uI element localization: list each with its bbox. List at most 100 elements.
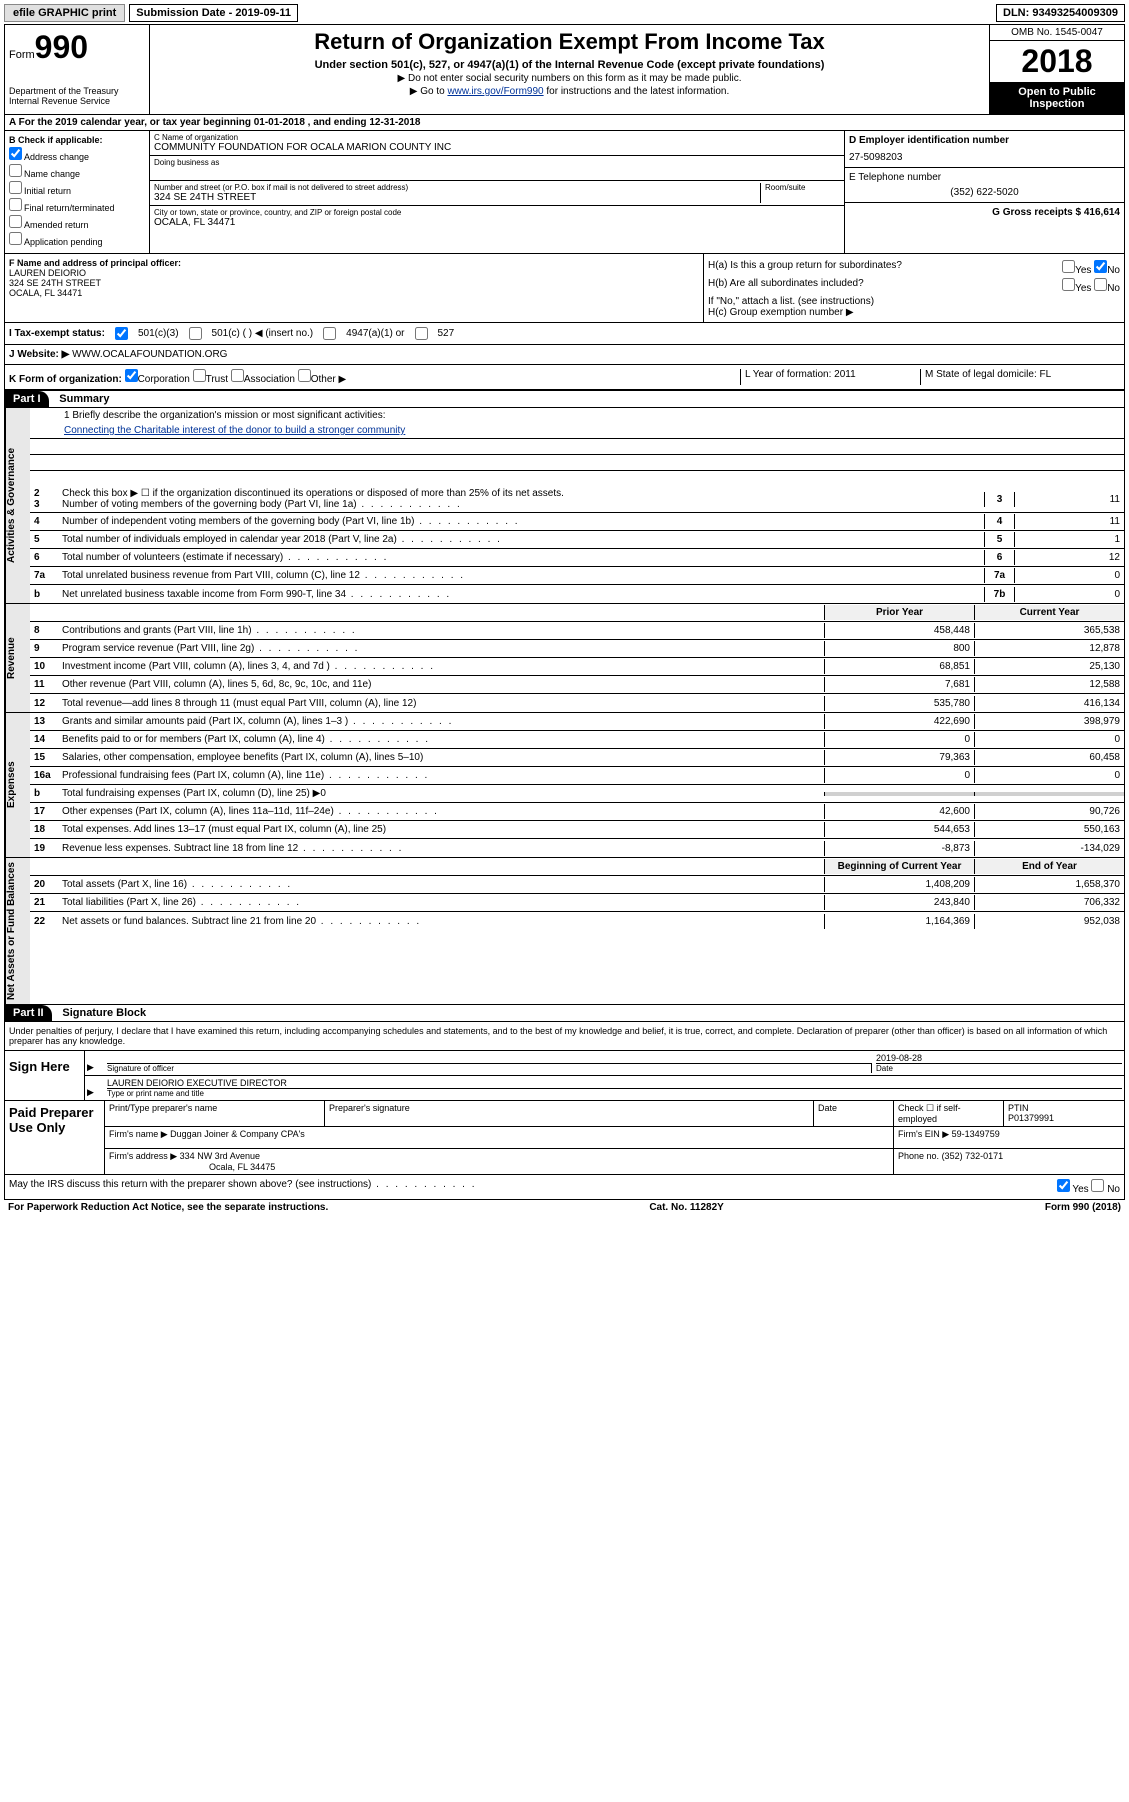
trust-check[interactable] [193, 369, 206, 382]
omb-number: OMB No. 1545-0047 [990, 25, 1124, 41]
paid-preparer-section: Paid Preparer Use Only Print/Type prepar… [4, 1101, 1125, 1175]
app-pending-check[interactable] [9, 232, 22, 245]
line11-curr: 12,588 [974, 677, 1124, 692]
efile-button[interactable]: efile GRAPHIC print [4, 4, 125, 22]
firm-name: Duggan Joiner & Company CPA's [170, 1129, 305, 1139]
hc-label: H(c) Group exemption number ▶ [708, 307, 1120, 318]
line17-text: Other expenses (Part IX, column (A), lin… [62, 806, 334, 817]
curr-year-header: Current Year [974, 605, 1124, 620]
name-change-label: Name change [24, 169, 80, 179]
line11-prior: 7,681 [824, 677, 974, 692]
footer-right: Form 990 (2018) [1045, 1202, 1121, 1213]
ptin-value: P01379991 [1008, 1113, 1054, 1123]
subtitle-2: ▶ Do not enter social security numbers o… [154, 73, 985, 84]
line20-text: Total assets (Part X, line 16) [62, 879, 187, 890]
amended-check[interactable] [9, 215, 22, 228]
dba-value [154, 167, 840, 178]
line18-curr: 550,163 [974, 822, 1124, 837]
ha-yes-check[interactable] [1062, 260, 1075, 273]
org-name-label: C Name of organization [154, 133, 840, 142]
line19-prior: -8,873 [824, 841, 974, 856]
hb-no-check[interactable] [1094, 278, 1107, 291]
footer: For Paperwork Reduction Act Notice, see … [4, 1200, 1125, 1215]
prior-year-header: Prior Year [824, 605, 974, 620]
website-value: WWW.OCALAFOUNDATION.ORG [72, 349, 227, 360]
501c-check[interactable] [189, 327, 202, 340]
discuss-yes-check[interactable] [1057, 1179, 1070, 1192]
501c-label: 501(c) ( ) ◀ (insert no.) [212, 328, 314, 339]
sig-officer-label: Signature of officer [107, 1063, 871, 1073]
527-check[interactable] [415, 327, 428, 340]
tax-status-label: I Tax-exempt status: [9, 328, 105, 339]
dln: DLN: 93493254009309 [996, 4, 1125, 22]
form-title: Return of Organization Exempt From Incom… [154, 29, 985, 55]
line22-curr: 952,038 [974, 914, 1124, 929]
line6-text: Total number of volunteers (estimate if … [62, 552, 283, 563]
trust-label: Trust [206, 374, 228, 385]
name-change-check[interactable] [9, 164, 22, 177]
tel-label: E Telephone number [849, 172, 1120, 183]
website-row: J Website: ▶ WWW.OCALAFOUNDATION.ORG [4, 345, 1125, 365]
part2-title: Signature Block [62, 1007, 146, 1019]
final-check[interactable] [9, 198, 22, 211]
ha-yes-label: Yes [1075, 265, 1091, 276]
year-formation: L Year of formation: 2011 [740, 369, 920, 385]
line1-label: 1 Briefly describe the organization's mi… [30, 408, 1124, 423]
street-label: Number and street (or P.O. box if mail i… [154, 183, 760, 192]
line19-curr: -134,029 [974, 841, 1124, 856]
other-check[interactable] [298, 369, 311, 382]
ha-label: H(a) Is this a group return for subordin… [708, 260, 902, 276]
app-pending-label: Application pending [24, 237, 103, 247]
sig-date: 2019-08-28 [876, 1053, 1122, 1063]
line21-curr: 706,332 [974, 895, 1124, 910]
line6-value: 12 [1014, 550, 1124, 565]
footer-left: For Paperwork Reduction Act Notice, see … [8, 1202, 328, 1213]
rev-side-label: Revenue [5, 604, 30, 712]
self-emp-label: Check ☐ if self-employed [894, 1101, 1004, 1126]
hb-yes-check[interactable] [1062, 278, 1075, 291]
discuss-no-check[interactable] [1091, 1179, 1104, 1192]
501c3-check[interactable] [115, 327, 128, 340]
netassets-section: Net Assets or Fund Balances Beginning of… [4, 858, 1125, 1005]
city-label: City or town, state or province, country… [154, 208, 840, 217]
4947-check[interactable] [323, 327, 336, 340]
line9-prior: 800 [824, 641, 974, 656]
tel-value: (352) 622-5020 [849, 187, 1120, 198]
addr-change-label: Address change [24, 152, 89, 162]
line12-curr: 416,134 [974, 696, 1124, 711]
corp-check[interactable] [125, 369, 138, 382]
ein-label: D Employer identification number [849, 135, 1120, 146]
line17-curr: 90,726 [974, 804, 1124, 819]
room-label: Room/suite [765, 183, 840, 192]
ha-no-check[interactable] [1094, 260, 1107, 273]
line21-text: Total liabilities (Part X, line 26) [62, 897, 196, 908]
form-org-label: K Form of organization: [9, 374, 122, 385]
assoc-check[interactable] [231, 369, 244, 382]
irs-link[interactable]: www.irs.gov/Form990 [447, 86, 543, 97]
line7b-text: Net unrelated business taxable income fr… [62, 589, 346, 600]
hb-note: If "No," attach a list. (see instruction… [708, 296, 1120, 307]
initial-check[interactable] [9, 181, 22, 194]
line8-curr: 365,538 [974, 623, 1124, 638]
officer-name: LAUREN DEIORIO EXECUTIVE DIRECTOR [107, 1078, 1122, 1088]
expenses-section: Expenses 13Grants and similar amounts pa… [4, 713, 1125, 858]
firm-ein-label: Firm's EIN ▶ [898, 1129, 949, 1139]
final-label: Final return/terminated [24, 203, 115, 213]
firm-name-label: Firm's name ▶ [109, 1129, 168, 1139]
line4-text: Number of independent voting members of … [62, 516, 414, 527]
tax-year: 2018 [990, 41, 1124, 82]
line14-prior: 0 [824, 732, 974, 747]
subtitle-1: Under section 501(c), 527, or 4947(a)(1)… [154, 59, 985, 71]
line21-prior: 243,840 [824, 895, 974, 910]
addr-change-check[interactable] [9, 147, 22, 160]
line10-prior: 68,851 [824, 659, 974, 674]
principal-row: F Name and address of principal officer:… [4, 254, 1125, 323]
line13-curr: 398,979 [974, 714, 1124, 729]
line13-text: Grants and similar amounts paid (Part IX… [62, 716, 348, 727]
initial-label: Initial return [24, 186, 71, 196]
line22-text: Net assets or fund balances. Subtract li… [62, 916, 316, 927]
mission-text[interactable]: Connecting the Charitable interest of th… [64, 425, 405, 436]
net-side-label: Net Assets or Fund Balances [5, 858, 30, 1004]
exp-side-label: Expenses [5, 713, 30, 857]
ein-value: 27-5098203 [849, 152, 1120, 163]
